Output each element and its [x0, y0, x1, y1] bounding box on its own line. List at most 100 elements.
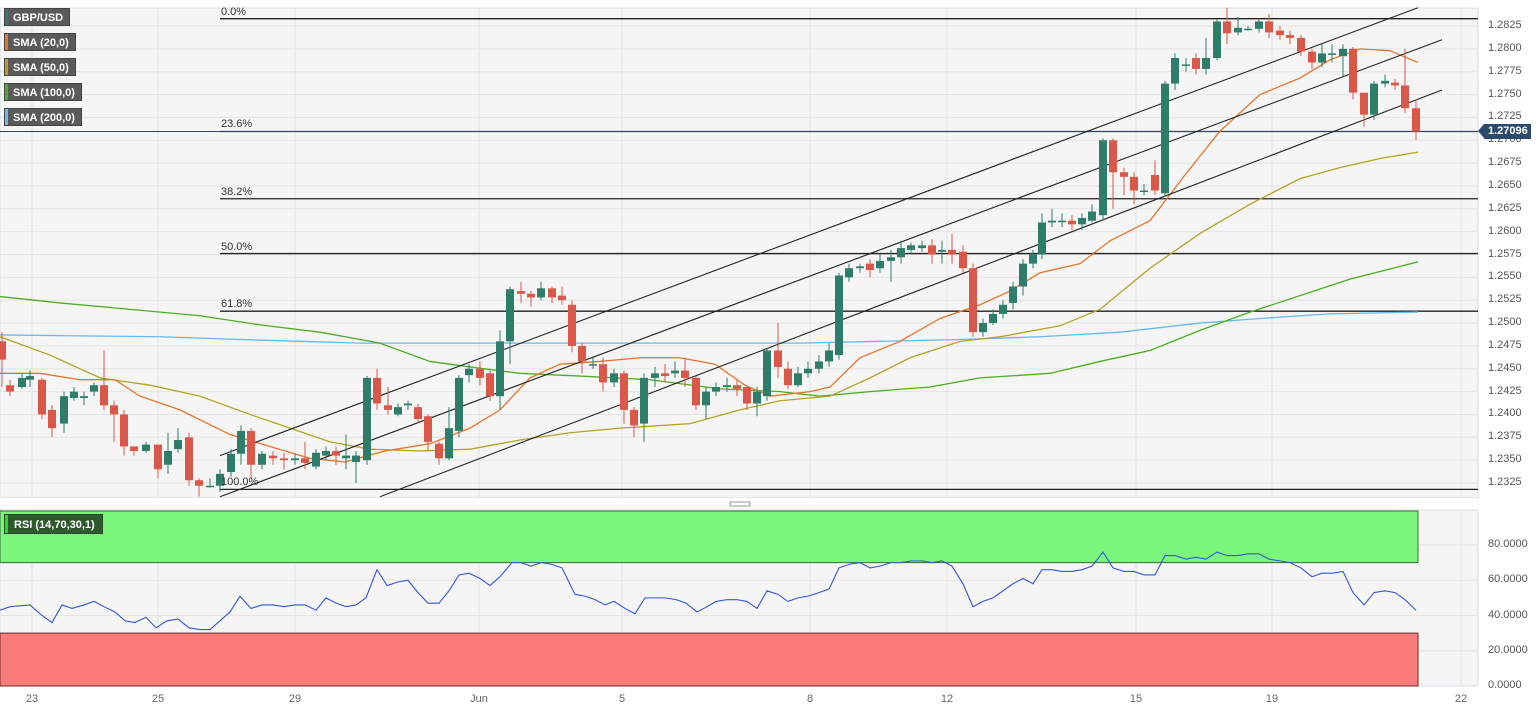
candle-body [1265, 21, 1273, 33]
candle-body [342, 455, 350, 459]
candle-body [938, 249, 946, 252]
candle [6, 379, 14, 397]
legend-item[interactable]: SMA (100,0) [4, 83, 82, 101]
candle [651, 366, 659, 388]
price-tick: 1.2825 [1488, 19, 1522, 31]
rsi-legend[interactable]: RSI (14,70,30,1) [4, 514, 103, 534]
candle [301, 441, 309, 470]
candle-body [1308, 51, 1316, 63]
candle [1140, 184, 1148, 196]
sma20-line [0, 48, 1419, 463]
fib-level-label: 23.6% [221, 118, 253, 131]
candle [1161, 80, 1169, 197]
candle-body [476, 368, 484, 378]
candle [999, 300, 1007, 319]
legend-color-bar [5, 84, 8, 100]
candle [120, 409, 128, 456]
candle [465, 364, 473, 383]
candle [1058, 213, 1066, 228]
candle [1255, 19, 1263, 33]
legend-label: SMA (100,0) [13, 87, 75, 99]
legend-label: GBP/USD [13, 12, 64, 24]
candle-body [1130, 176, 1138, 191]
candle-body [1370, 83, 1378, 115]
candle [342, 434, 350, 470]
fib-level-label: 61.8% [221, 298, 253, 311]
candle-body [671, 370, 679, 374]
candle [1151, 160, 1159, 196]
time-tick: 5 [618, 693, 626, 705]
candle-body [1328, 53, 1336, 55]
candle [1297, 35, 1305, 57]
candle [620, 370, 628, 424]
rsi-tick: 0.0000 [1488, 679, 1522, 691]
candle [610, 368, 618, 388]
candle [247, 428, 255, 479]
candle-body [918, 245, 926, 249]
candle [1339, 44, 1347, 77]
legend-color-bar [5, 59, 8, 75]
candle [476, 361, 484, 386]
candle [1391, 79, 1399, 90]
candle-body [702, 391, 710, 406]
sma200-line [0, 311, 1419, 344]
candle-body [130, 446, 138, 452]
legend-label: SMA (50,0) [13, 62, 69, 74]
candle-body [630, 409, 638, 426]
candle [1349, 47, 1357, 100]
candle-body [733, 385, 741, 389]
candle-body [48, 409, 56, 429]
candle-body [661, 373, 669, 377]
candle [486, 370, 494, 401]
candle-body [589, 364, 597, 366]
candle-body [743, 387, 751, 404]
candle-body [517, 291, 525, 294]
candle [548, 286, 556, 303]
candle [1130, 172, 1138, 205]
candle-body [1234, 27, 1242, 33]
price-tick: 1.2575 [1488, 247, 1522, 260]
candle [237, 425, 245, 465]
candle [1370, 80, 1378, 121]
candle [1099, 138, 1107, 221]
candle-body [784, 368, 792, 386]
legend-item[interactable]: SMA (20,0) [4, 33, 76, 51]
legend-item[interactable]: SMA (200,0) [4, 108, 82, 126]
candle [928, 238, 936, 264]
candle [291, 453, 299, 465]
candle-body [247, 430, 255, 465]
candle-body [989, 313, 997, 324]
candle-body [527, 293, 535, 298]
candle-body [496, 341, 504, 397]
candle [733, 379, 741, 397]
candle [269, 451, 277, 465]
candle [1234, 16, 1242, 36]
candle-body [640, 377, 648, 424]
candle-body [1171, 57, 1179, 84]
legend-item[interactable]: SMA (50,0) [4, 58, 76, 76]
candle-body [825, 350, 833, 362]
candle [1381, 74, 1389, 88]
candle-body [1339, 48, 1347, 57]
candle-body [537, 288, 545, 298]
candle-body [712, 387, 720, 392]
candle [1265, 14, 1273, 38]
candle-body [1099, 140, 1107, 216]
candle [90, 382, 98, 397]
candle [1120, 167, 1128, 196]
candle [1078, 213, 1086, 230]
candle [630, 407, 638, 438]
candle [404, 400, 412, 410]
candle [1019, 259, 1027, 296]
candle-body [424, 416, 432, 442]
candle [1009, 281, 1017, 310]
legend-item[interactable]: GBP/USD [4, 8, 71, 26]
candle [887, 249, 895, 282]
candle [640, 373, 648, 442]
candle-body [815, 361, 823, 369]
candle-body [70, 391, 78, 398]
price-tick: 1.2675 [1488, 156, 1522, 169]
price-tick: 1.2725 [1488, 110, 1522, 123]
candle [794, 366, 802, 388]
